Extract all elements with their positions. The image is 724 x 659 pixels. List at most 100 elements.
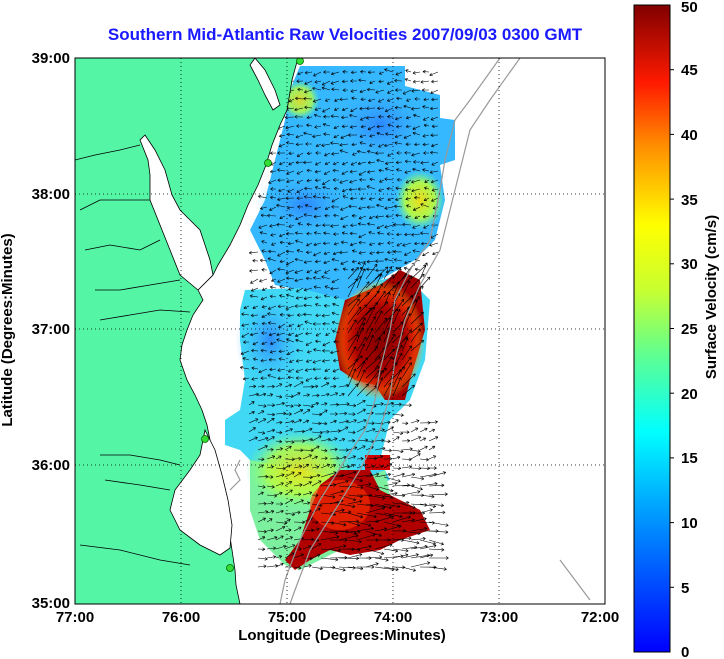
- velocity-vector: [284, 499, 294, 505]
- velocity-vector: [386, 186, 394, 191]
- velocity-vector: [429, 170, 439, 174]
- velocity-vector: [257, 557, 268, 561]
- velocity-vector: [331, 87, 340, 92]
- velocity-vector: [259, 231, 268, 235]
- velocity-vector: [410, 436, 422, 442]
- velocity-vector: [410, 511, 426, 515]
- velocity-vector: [369, 80, 376, 85]
- velocity-vector: [257, 431, 266, 435]
- velocity-vector: [306, 222, 313, 227]
- velocity-vector: [252, 305, 259, 309]
- velocity-vector: [340, 206, 349, 211]
- velocity-vector: [332, 329, 340, 334]
- velocity-vector: [377, 106, 385, 111]
- velocity-vector: [311, 566, 323, 571]
- velocity-vector: [248, 427, 256, 433]
- velocity-vector: [269, 367, 277, 372]
- velocity-vector: [367, 160, 376, 165]
- velocity-vector: [347, 439, 356, 443]
- velocity-vector: [329, 489, 345, 496]
- velocity-vector: [284, 383, 292, 388]
- velocity-vector: [401, 472, 416, 478]
- velocity-vector: [266, 436, 275, 442]
- velocity-vector: [322, 321, 331, 326]
- velocity-vector: [294, 332, 304, 337]
- velocity-vector: [422, 251, 430, 256]
- velocity-vector: [329, 447, 338, 452]
- velocity-vector: [401, 275, 413, 289]
- velocity-vector: [347, 383, 359, 397]
- velocity-vector: [332, 168, 340, 173]
- velocity-vector: [356, 360, 366, 379]
- velocity-vector: [278, 357, 286, 361]
- velocity-vector: [401, 530, 421, 536]
- velocity-vector: [356, 336, 367, 352]
- velocity-vector: [374, 273, 383, 289]
- velocity-vector: [329, 384, 337, 389]
- velocity-vector: [428, 521, 449, 527]
- velocity-vector: [338, 438, 346, 442]
- velocity-vector: [266, 510, 275, 514]
- velocity-vector: [341, 115, 349, 120]
- velocity-vector: [296, 287, 304, 293]
- velocity-vector: [276, 203, 286, 208]
- velocity-vector: [303, 260, 313, 264]
- chesapeake-west-rivers: [75, 144, 191, 321]
- colorbar-tick-label: 20: [681, 386, 698, 403]
- velocity-vector: [259, 258, 268, 263]
- velocity-vector: [312, 322, 322, 326]
- velocity-vector: [419, 445, 428, 451]
- velocity-vector: [367, 70, 376, 74]
- velocity-vector: [311, 553, 321, 559]
- y-tick-label: 36:00: [32, 457, 70, 474]
- velocity-vector: [261, 240, 268, 244]
- velocity-vector: [365, 555, 383, 559]
- velocity-vector: [275, 509, 284, 514]
- velocity-vector: [347, 346, 357, 361]
- velocity-vector: [286, 232, 295, 236]
- velocity-vector: [347, 419, 357, 424]
- velocity-vector: [293, 392, 301, 397]
- velocity-vector: [323, 376, 331, 381]
- velocity-vector: [284, 518, 291, 523]
- velocity-vector: [271, 242, 277, 246]
- velocity-vector: [387, 197, 394, 201]
- velocity-vector: [266, 447, 274, 452]
- velocity-vector: [311, 493, 319, 498]
- velocity-vector: [358, 250, 367, 255]
- velocity-vector: [368, 196, 376, 201]
- velocity-vector: [302, 409, 311, 415]
- velocity-vector: [324, 152, 331, 157]
- velocity-vector: [366, 267, 376, 272]
- velocity-vector: [339, 179, 349, 184]
- velocity-vector: [376, 203, 385, 208]
- velocity-vector: [266, 384, 275, 389]
- velocity-vector: [269, 285, 277, 290]
- velocity-vector: [311, 445, 320, 451]
- velocity-vector: [296, 348, 304, 353]
- velocity-vector: [296, 152, 304, 157]
- velocity-vector: [295, 296, 304, 300]
- velocity-vector: [342, 161, 349, 166]
- velocity-vector: [428, 436, 439, 442]
- velocity-vector: [333, 242, 340, 246]
- velocity-vector: [428, 445, 436, 451]
- velocity-vector: [412, 167, 421, 172]
- velocity-vector: [384, 161, 394, 165]
- velocity-vector: [323, 115, 331, 119]
- velocity-vector: [277, 368, 286, 372]
- velocity-vector: [285, 305, 295, 310]
- velocity-vector: [312, 134, 322, 138]
- velocity-vector: [392, 455, 401, 460]
- velocity-vector: [322, 241, 331, 246]
- velocity-vector: [356, 383, 369, 397]
- velocity-vector: [383, 420, 391, 425]
- velocity-vector: [321, 313, 331, 318]
- velocity-vector: [374, 494, 393, 499]
- velocity-vector: [347, 358, 358, 379]
- colorbar-tick-label: 5: [681, 580, 689, 597]
- velocity-vector: [293, 381, 304, 388]
- velocity-vector: [365, 345, 378, 361]
- velocity-vector: [306, 151, 313, 156]
